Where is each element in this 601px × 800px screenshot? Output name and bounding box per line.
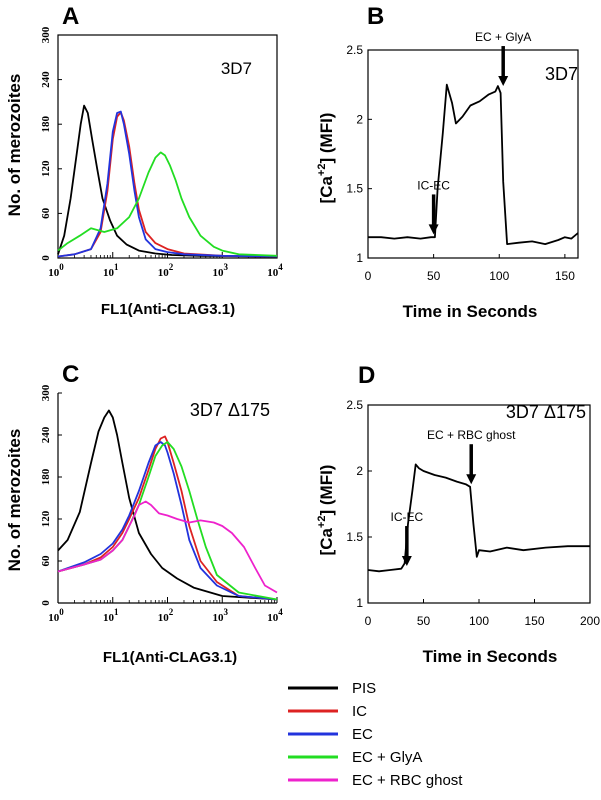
y-tick-label: 300 <box>40 384 52 401</box>
y-tick-label: 2.5 <box>346 398 363 412</box>
series-line-trace <box>368 83 579 246</box>
y-tick-label: 2 <box>356 112 363 126</box>
y-tick-label: 2.5 <box>346 43 363 57</box>
legend-label: IC <box>352 703 367 720</box>
plot-b: 1 1.5 2 2.5 0 50 100 150 IC-EC EC + GlyA <box>346 30 579 283</box>
series-line-ec-glya <box>57 151 278 257</box>
series-line-ec <box>57 110 278 258</box>
y-tick-label: 120 <box>40 160 52 177</box>
x-tick-label: 100 <box>48 607 64 624</box>
x-tick-label: 50 <box>427 269 441 283</box>
x-tick-label: 103 <box>213 262 229 279</box>
arrow-head <box>401 556 412 567</box>
panel-b-strain: 3D7 <box>545 64 578 84</box>
panel-d-strain: 3D7 Δ175 <box>506 402 586 422</box>
x-tick-label: 200 <box>580 614 600 628</box>
panel-d: D [Ca+2] (MFI) Time in Seconds 3D7 Δ175 <box>316 362 586 666</box>
y-tick-label: 1 <box>356 596 363 610</box>
y-tick-label: 1.5 <box>346 182 363 196</box>
y-tick-label: 180 <box>40 115 52 132</box>
series-line-ec-rbc-ghost <box>57 500 278 594</box>
panel-a-strain: 3D7 <box>221 59 252 78</box>
arrow-head <box>428 224 439 235</box>
y-tick-label: 1 <box>356 251 363 265</box>
y-tick-label: 0 <box>40 255 52 261</box>
annotation-label: EC + GlyA <box>475 30 531 44</box>
legend-label: EC <box>352 726 373 743</box>
panel-label-d: D <box>358 362 375 389</box>
annotation-label: IC-EC <box>417 178 450 192</box>
y-tick-label: 60 <box>40 555 52 567</box>
y-tick-label: 120 <box>40 510 52 527</box>
series-line-pis <box>57 104 278 258</box>
y-tick-label: 60 <box>40 207 52 219</box>
x-tick-label: 100 <box>469 614 489 628</box>
x-tick-label: 100 <box>489 269 509 283</box>
y-tick-label: 300 <box>40 26 52 43</box>
legend-label: EC + GlyA <box>352 749 422 766</box>
panel-c-xlabel: FL1(Anti-CLAG3.1) <box>103 649 237 666</box>
panel-label-c: C <box>62 361 79 388</box>
panel-b-ylabel: [Ca+2] (MFI) <box>316 113 336 204</box>
series-line-trace <box>367 463 590 573</box>
panel-d-xlabel: Time in Seconds <box>423 647 558 666</box>
panel-a-ylabel: No. of merozoites <box>5 74 24 217</box>
legend-label: EC + RBC ghost <box>352 772 463 789</box>
panel-a: A No. of merozoites FL1(Anti-CLAG3.1) 3D… <box>5 3 252 318</box>
panel-c-ylabel: No. of merozoites <box>5 429 24 572</box>
annotation-label: EC + RBC ghost <box>427 428 516 442</box>
series-line-pis <box>57 409 278 601</box>
x-tick-label: 104 <box>267 262 283 279</box>
x-tick-label: 0 <box>365 614 372 628</box>
x-tick-label: 101 <box>103 262 119 279</box>
panel-b-xlabel: Time in Seconds <box>403 302 538 321</box>
panel-a-xlabel: FL1(Anti-CLAG3.1) <box>101 301 235 318</box>
y-tick-label: 1.5 <box>346 530 363 544</box>
y-tick-label: 2 <box>356 464 363 478</box>
y-tick-label: 0 <box>40 600 52 606</box>
y-tick-label: 180 <box>40 468 52 485</box>
annotation-label: IC-EC <box>391 510 424 524</box>
x-tick-label: 150 <box>555 269 575 283</box>
series-line-ec <box>57 441 278 601</box>
x-tick-label: 103 <box>213 607 229 624</box>
panel-c-strain: 3D7 Δ175 <box>190 400 270 420</box>
x-tick-label: 102 <box>158 262 174 279</box>
x-tick-label: 101 <box>103 607 119 624</box>
arrow-head <box>498 76 509 87</box>
plot-c: 0 60 120 180 240 300 100 101 102 103 104 <box>40 384 283 624</box>
x-tick-label: 50 <box>417 614 431 628</box>
panel-b: B [Ca+2] (MFI) Time in Seconds 3D7 <box>316 3 578 321</box>
legend-label: PIS <box>352 680 376 697</box>
y-tick-label: 240 <box>40 71 52 88</box>
x-tick-label: 100 <box>48 262 64 279</box>
plot-d: 1 1.5 2 2.5 0 50 100 150 200 IC-EC EC + RBC ghost <box>346 398 600 628</box>
x-tick-label: 104 <box>267 607 283 624</box>
x-tick-label: 0 <box>365 269 372 283</box>
legend: PIS IC EC EC + GlyA EC + RBC ghost <box>288 680 463 789</box>
panel-d-ylabel: [Ca+2] (MFI) <box>316 465 336 556</box>
x-tick-label: 102 <box>158 607 174 624</box>
series-line-ic <box>57 435 278 601</box>
x-tick-label: 150 <box>524 614 544 628</box>
plot-frame <box>367 49 579 259</box>
panel-c: C No. of merozoites FL1(Anti-CLAG3.1) 3D… <box>5 361 270 666</box>
panel-label-a: A <box>62 3 79 30</box>
arrow-head <box>466 474 477 485</box>
y-tick-label: 240 <box>40 426 52 443</box>
series-line-ic <box>57 111 278 258</box>
panel-label-b: B <box>367 3 384 30</box>
